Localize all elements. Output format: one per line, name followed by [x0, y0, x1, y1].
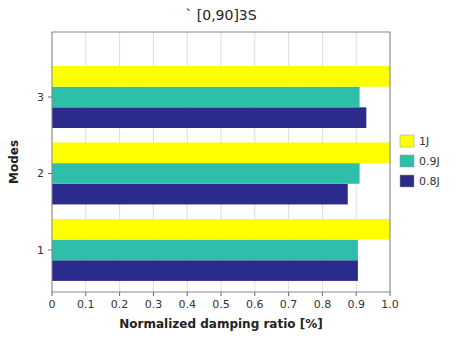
- grid: [52, 32, 390, 292]
- legend-swatch: [400, 175, 414, 187]
- legend: 1J 0.9J 0.8J: [400, 135, 440, 188]
- x-tick: [390, 292, 391, 296]
- legend-swatch: [400, 135, 414, 147]
- x-tick-label: 0.5: [212, 298, 230, 311]
- x-tick-label: 0.3: [145, 298, 163, 311]
- x-tick-label: 0.2: [111, 298, 129, 311]
- x-tick: [119, 292, 120, 296]
- x-tick: [254, 292, 255, 296]
- y-tick-label: 3: [37, 91, 44, 104]
- x-tick-label: 0.8: [314, 298, 332, 311]
- legend-swatch: [400, 155, 414, 167]
- y-tick-label: 1: [37, 244, 44, 257]
- plot-frame: [52, 32, 390, 292]
- bar: [52, 240, 358, 261]
- x-tick: [85, 292, 86, 296]
- bar: [52, 184, 348, 205]
- y-tick-label: 2: [37, 167, 44, 180]
- y-tick: [48, 173, 52, 174]
- x-tick-label: 0.9: [347, 298, 365, 311]
- x-tick: [356, 292, 357, 296]
- bar: [52, 219, 390, 240]
- x-tick: [288, 292, 289, 296]
- x-tick-label: 0.1: [77, 298, 95, 311]
- legend-label: 0.8J: [419, 175, 440, 188]
- bar: [52, 260, 358, 281]
- bar: [52, 163, 360, 184]
- x-tick-label: 1.0: [381, 298, 399, 311]
- x-tick: [322, 292, 323, 296]
- x-tick: [221, 292, 222, 296]
- title: ` [0,90]3S: [185, 7, 256, 23]
- y-axis: 1 2 3: [37, 91, 52, 257]
- x-tick-label: 0.6: [246, 298, 264, 311]
- x-tick: [187, 292, 188, 296]
- x-tick: [153, 292, 154, 296]
- legend-label: 1J: [419, 135, 429, 148]
- y-tick: [48, 97, 52, 98]
- bar: [52, 66, 390, 87]
- x-axis: 0 0.1 0.2 0.3 0.4 0.5 0.6 0.7 0.8 0.9 1.0: [49, 292, 399, 311]
- x-tick-label: 0.4: [178, 298, 196, 311]
- x-tick-label: 0.7: [280, 298, 298, 311]
- y-axis-label: Modes: [7, 140, 21, 184]
- chart: 0 0.1 0.2 0.3 0.4 0.5 0.6 0.7 0.8 0.9 1.0 1 2 3 ` [0,9…: [0, 0, 462, 350]
- bar: [52, 87, 360, 108]
- y-tick: [48, 249, 52, 250]
- x-axis-label: Normalized damping ratio [%]: [119, 317, 322, 331]
- bar: [52, 143, 390, 164]
- bars: [52, 66, 390, 281]
- legend-label: 0.9J: [419, 155, 440, 168]
- x-tick: [52, 292, 53, 296]
- x-tick-label: 0: [49, 298, 56, 311]
- bar: [52, 107, 366, 128]
